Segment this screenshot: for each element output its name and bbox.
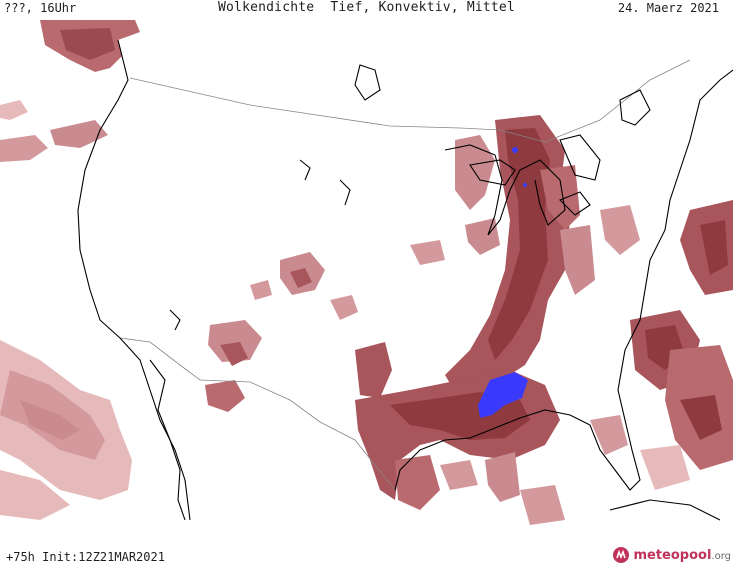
cloud-area-pacific-northwest bbox=[0, 20, 140, 162]
cloud-density-map bbox=[0, 20, 733, 526]
cloud-area-pacific-southwest bbox=[0, 340, 132, 520]
convective-cores bbox=[478, 147, 528, 418]
logo-text: meteopool.org bbox=[633, 548, 731, 563]
logo-suffix-text: .org bbox=[711, 550, 731, 562]
coastlines bbox=[77, 39, 733, 521]
init-time-label: +75h Init:12Z21MAR2021 bbox=[6, 550, 165, 564]
forecast-date: 24. Maerz 2021 bbox=[617, 1, 719, 15]
run-label: ???, 16Uhr bbox=[4, 1, 77, 15]
meteopool-logo[interactable]: meteopool.org bbox=[612, 544, 731, 566]
cloud-area-atlantic bbox=[590, 200, 733, 490]
logo-main-text: meteopool bbox=[633, 547, 712, 563]
map-title: Wolkendichte Tief, Konvektiv, Mittel bbox=[218, 0, 515, 15]
cloud-area-central-band bbox=[445, 115, 595, 392]
meteopool-logo-icon bbox=[613, 547, 630, 563]
header-bar: ???, 16Uhr Wolkendichte Tief, Konvektiv,… bbox=[0, 0, 733, 20]
footer-bar: +75h Init:12Z21MAR2021 meteopool.org bbox=[0, 526, 733, 566]
cloud-area-interior-west bbox=[205, 218, 500, 412]
